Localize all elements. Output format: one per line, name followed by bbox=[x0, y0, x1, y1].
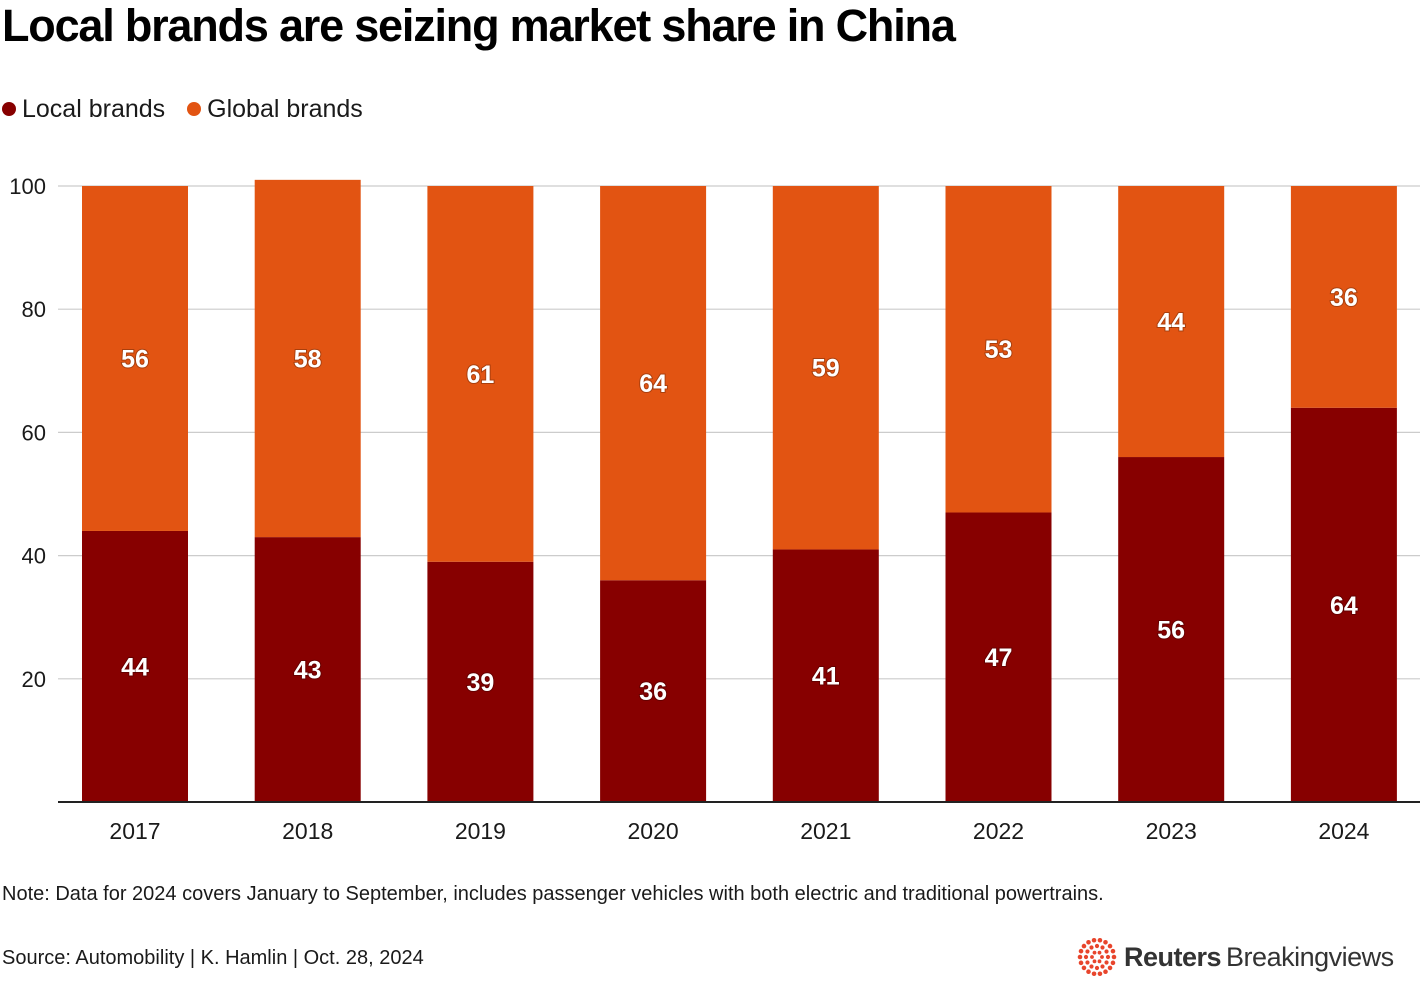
logo-dot bbox=[1086, 939, 1091, 945]
logo-dot bbox=[1089, 964, 1094, 969]
data-label-local-brands: 47 bbox=[985, 644, 1013, 672]
logo-dot bbox=[1090, 955, 1094, 959]
data-label-global-brands: 58 bbox=[294, 345, 322, 373]
x-tick-label: 2022 bbox=[973, 818, 1024, 844]
x-tick-label: 2019 bbox=[455, 818, 506, 844]
bar-local-brands-2017 bbox=[82, 530, 188, 802]
legend-label-global: Global brands bbox=[207, 95, 363, 123]
logo-dot bbox=[1083, 954, 1089, 960]
x-tick-label: 2018 bbox=[282, 818, 333, 844]
bar-global-brands-2019 bbox=[427, 186, 534, 562]
data-label-global-brands: 59 bbox=[812, 355, 840, 383]
logo-dot bbox=[1086, 969, 1091, 975]
logo-dot bbox=[1089, 945, 1094, 950]
y-tick-label: 100 bbox=[9, 174, 46, 199]
logo-dot bbox=[1107, 943, 1113, 949]
data-label-global-brands: 36 bbox=[1330, 284, 1358, 312]
x-tick-label: 2020 bbox=[628, 818, 679, 844]
logo-dot bbox=[1097, 971, 1103, 977]
data-label-local-brands: 43 bbox=[294, 657, 322, 685]
brand-name-light: Breakingviews bbox=[1226, 941, 1394, 972]
data-label-local-brands: 36 bbox=[639, 678, 667, 706]
logo-dot bbox=[1092, 950, 1097, 955]
logo-dot bbox=[1104, 949, 1109, 954]
x-tick-label: 2024 bbox=[1318, 818, 1369, 844]
data-label-local-brands: 41 bbox=[812, 663, 840, 691]
logo-dot bbox=[1094, 965, 1100, 971]
bar-local-brands-2021 bbox=[772, 549, 879, 802]
logo-dot bbox=[1094, 943, 1100, 949]
legend-dot-global bbox=[187, 102, 202, 116]
legend-item-global: Global brands bbox=[187, 92, 363, 126]
data-label-local-brands: 64 bbox=[1330, 592, 1358, 620]
y-tick-label: 40 bbox=[22, 544, 46, 569]
bar-local-brands-2020 bbox=[600, 580, 707, 802]
legend: Local brands Global brands bbox=[2, 92, 385, 126]
logo-dot bbox=[1081, 943, 1087, 949]
logo-dot bbox=[1081, 965, 1087, 971]
legend-item-local: Local brands bbox=[2, 92, 165, 126]
x-tick-label: 2023 bbox=[1146, 818, 1197, 844]
logo-dot bbox=[1091, 971, 1097, 977]
logo-dot bbox=[1085, 949, 1090, 954]
bar-global-brands-2017 bbox=[82, 186, 188, 531]
bar-global-brands-2018 bbox=[254, 179, 361, 538]
logo-dot bbox=[1100, 955, 1104, 959]
chart-note: Note: Data for 2024 covers January to Se… bbox=[2, 883, 1104, 905]
y-tick-label: 60 bbox=[22, 420, 46, 445]
logo-dot bbox=[1077, 954, 1083, 960]
brand-name-bold: Reuters bbox=[1124, 941, 1222, 972]
data-label-global-brands: 44 bbox=[1157, 309, 1185, 337]
y-tick-label: 80 bbox=[22, 297, 46, 322]
data-label-local-brands: 39 bbox=[466, 669, 494, 697]
logo-dot bbox=[1104, 960, 1109, 965]
stacked-bar-chart: 20 40 60 80 100 44 56 2017 43 58 2018 39 61 2019 36 64 2… bbox=[9, 174, 1420, 844]
logo-dot bbox=[1110, 948, 1116, 954]
data-label-global-brands: 64 bbox=[639, 370, 667, 398]
logo-dot bbox=[1103, 969, 1108, 975]
logo-dot bbox=[1103, 939, 1108, 945]
bar-local-brands-2019 bbox=[427, 561, 534, 802]
data-label-global-brands: 56 bbox=[121, 345, 149, 373]
logo-dot bbox=[1085, 960, 1090, 965]
legend-label-local: Local brands bbox=[22, 95, 166, 123]
logo-dot bbox=[1110, 960, 1116, 966]
bar-local-brands-2022 bbox=[945, 512, 1052, 802]
bar-local-brands-2024 bbox=[1290, 407, 1397, 802]
data-label-global-brands: 61 bbox=[466, 361, 494, 389]
x-tick-label: 2021 bbox=[800, 818, 851, 844]
data-label-local-brands: 56 bbox=[1157, 617, 1185, 645]
logo-dot bbox=[1107, 965, 1113, 971]
logo-dot bbox=[1111, 954, 1117, 960]
bar-global-brands-2022 bbox=[945, 186, 1052, 513]
logo-dot bbox=[1097, 937, 1103, 943]
logo-dot bbox=[1097, 950, 1102, 955]
logo-dot bbox=[1078, 948, 1084, 954]
reuters-breakingviews-logo: Reuters Breakingviews bbox=[1076, 935, 1394, 979]
y-tick-label: 20 bbox=[22, 667, 46, 692]
logo-dot bbox=[1092, 959, 1097, 964]
legend-dot-local bbox=[2, 102, 16, 116]
logo-dot bbox=[1078, 960, 1084, 966]
logo-dot bbox=[1091, 937, 1097, 943]
data-label-local-brands: 44 bbox=[121, 653, 149, 681]
bar-global-brands-2023 bbox=[1118, 186, 1225, 458]
x-tick-label: 2017 bbox=[109, 818, 160, 844]
logo-dot bbox=[1100, 964, 1105, 969]
reuters-dots-icon bbox=[1077, 937, 1117, 977]
bar-local-brands-2023 bbox=[1118, 457, 1225, 802]
data-label-global-brands: 53 bbox=[985, 336, 1013, 364]
bar-global-brands-2021 bbox=[772, 186, 879, 550]
bar-local-brands-2018 bbox=[254, 537, 361, 802]
bar-global-brands-2020 bbox=[600, 186, 707, 581]
logo-dot bbox=[1097, 959, 1102, 964]
chart-source: Source: Automobility | K. Hamlin | Oct. … bbox=[2, 947, 424, 969]
logo-dot bbox=[1100, 945, 1105, 950]
logo-dot bbox=[1105, 954, 1111, 960]
bar-global-brands-2024 bbox=[1290, 186, 1397, 408]
chart-title: Local brands are seizing market share in… bbox=[2, 0, 956, 51]
